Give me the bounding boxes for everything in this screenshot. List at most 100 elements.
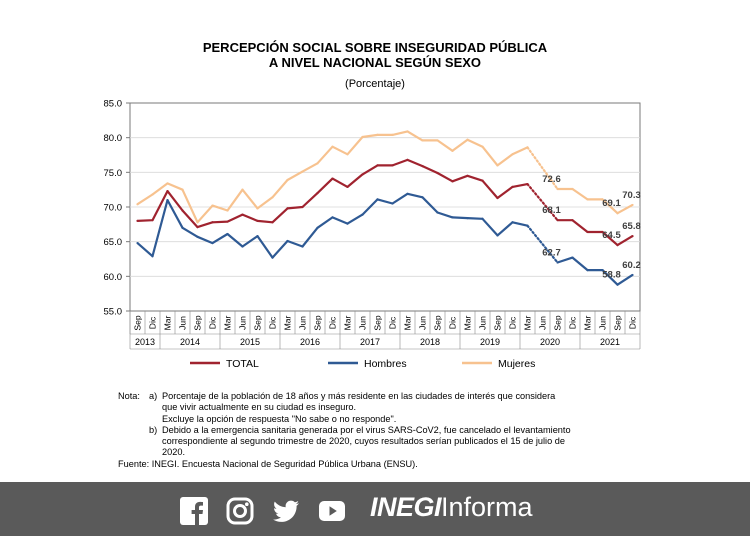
data-point-total [571,219,574,222]
data-point-total [286,207,289,210]
data-point-hombres [376,198,379,201]
data-point-mujeres [346,153,349,156]
x-tick-label: Dic [388,316,398,329]
note-b-line1: Debido a la emergencia sanitaria generad… [162,424,571,435]
data-point-total [331,177,334,180]
x-year-label: 2017 [360,337,380,347]
series-gap-mujeres [526,146,559,191]
data-label: 64.5 [602,230,621,241]
data-point-mujeres [166,182,169,185]
data-point-mujeres [391,133,394,136]
x-tick-label: Mar [463,315,473,330]
data-point-hombres [616,283,619,286]
x-tick-label: Dic [448,316,458,329]
x-tick-label: Dic [268,316,278,329]
x-year-label: 2021 [600,337,620,347]
facebook-icon[interactable] [180,497,208,525]
x-year-label: 2014 [180,337,200,347]
data-point-hombres [526,224,529,227]
data-point-mujeres [586,198,589,201]
x-tick-label: Jun [478,316,488,330]
x-year-label: 2019 [480,337,500,347]
data-point-mujeres [361,135,364,139]
x-year-label: 2015 [240,337,260,347]
data-point-total [136,219,139,222]
data-point-mujeres [436,139,439,142]
footnotes: Nota: a) Porcentaje de la población de 18 … [118,391,638,470]
note-a-line3: Excluye la opción de respuesta "No sabe … [162,413,397,424]
note-b-line2: correspondiente al segundo trimestre de … [162,436,565,447]
data-point-hombres [346,222,349,225]
data-point-mujeres [556,187,559,191]
x-year-label: 2020 [540,337,560,347]
data-point-hombres [406,192,409,195]
data-point-total [511,185,514,188]
x-tick-label: Jun [238,316,248,330]
x-tick-label: Mar [163,315,173,330]
data-point-total [151,219,154,222]
y-tick-label: 60.0 [104,272,123,283]
x-tick-label: Jun [358,316,368,330]
data-point-mujeres [601,198,604,201]
data-point-mujeres [256,207,259,210]
instagram-icon[interactable] [226,497,254,525]
data-label: 68.1 [542,205,561,216]
data-point-hombres [481,217,484,220]
y-tick-label: 55.0 [104,307,123,318]
data-point-mujeres [331,145,334,148]
data-point-total [316,192,319,195]
x-tick-label: Mar [223,315,233,330]
x-tick-label: Dic [328,316,338,329]
note-a-line1: Porcentaje de la población de 18 años y … [162,391,556,401]
x-tick-label: Mar [343,315,353,330]
data-point-mujeres [526,146,529,149]
youtube-icon[interactable] [318,497,346,525]
inegi-informa-logo[interactable]: INEGIInforma [370,492,533,523]
twitter-icon[interactable] [272,497,300,525]
series-gap-hombres [526,224,559,264]
data-point-total [631,235,634,238]
data-point-total [451,180,454,183]
chart-title-line1: PERCEPCIÓN SOCIAL SOBRE INSEGURIDAD PÚBL… [202,40,548,55]
data-point-mujeres [286,178,289,182]
data-point-mujeres [271,196,274,199]
data-point-total [271,221,274,224]
data-point-hombres [301,245,304,248]
x-tick-label: Sep [553,315,563,331]
x-year-label: 2016 [300,337,320,347]
legend-label-total: TOTAL [226,358,259,370]
data-point-hombres [421,196,424,199]
legend-label-hombres: Hombres [364,358,407,370]
data-point-total [601,230,604,234]
data-point-hombres [241,245,244,248]
data-point-total [301,205,304,209]
chart-svg: 55.0 60.0 65.0 70.0 75.0 80.0 85.0 Sep Dic Mar Jun… [104,99,641,371]
x-tick-label: Dic [628,316,638,329]
footer-bar: INEGIInforma [0,482,750,536]
x-tick-label: Sep [493,315,503,331]
data-label: 58.8 [602,270,621,281]
x-tick-label: Mar [283,315,293,330]
data-point-total [481,179,484,182]
data-point-hombres [181,226,184,229]
data-label: 72.6 [542,174,561,185]
x-tick-label: Dic [148,316,158,329]
data-point-hombres [451,216,454,219]
data-point-hombres [496,234,499,237]
data-point-hombres [271,256,274,259]
y-tick-label: 70.0 [104,203,123,214]
data-point-mujeres [196,221,199,224]
data-point-mujeres [511,153,514,156]
x-tick-label: Sep [313,315,323,331]
data-point-mujeres [316,162,319,165]
x-tick-label: Dic [508,316,518,329]
data-point-total [436,171,439,175]
x-tick-label: Mar [523,315,533,330]
data-point-mujeres [406,130,409,133]
data-point-mujeres [181,188,184,191]
data-point-hombres [571,256,574,259]
note-b-line3: 2020. [162,447,185,458]
x-tick-label: Mar [583,315,593,330]
legend-label-mujeres: Mujeres [498,358,535,370]
chart-area: PERCEPCIÓN SOCIAL SOBRE INSEGURIDAD PÚBL… [104,40,641,371]
